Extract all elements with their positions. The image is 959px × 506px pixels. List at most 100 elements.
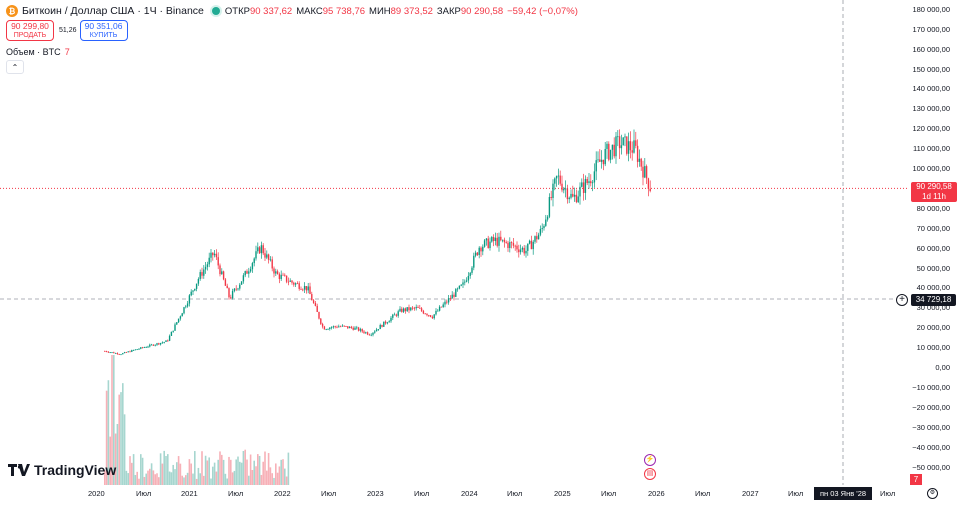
tradingview-logo[interactable]: TradingView — [8, 462, 116, 478]
time-tick-label: 2026 — [648, 489, 665, 498]
us-flag-event-icon[interactable]: ▤ — [644, 468, 656, 480]
symbol-title[interactable]: Биткоин / Доллар США · 1Ч · Binance — [22, 5, 204, 17]
sell-price: 90 299,80 — [11, 20, 49, 31]
volume-bar — [165, 456, 167, 485]
candle-body — [354, 327, 356, 330]
price-tick-label: 160 000,00 — [912, 44, 950, 54]
candle-body — [447, 298, 450, 303]
price-tick-label: 120 000,00 — [912, 124, 950, 134]
candle-body — [512, 242, 515, 246]
volume-bar — [244, 449, 246, 485]
candle-body — [291, 280, 293, 283]
candle-body — [617, 136, 619, 138]
candle-body — [543, 225, 545, 229]
price-tick-label: 60 000,00 — [916, 243, 950, 253]
volume-bar — [195, 478, 198, 485]
volume-legend[interactable]: Объем · BTC 7 — [6, 47, 70, 57]
candle-body — [230, 297, 232, 299]
volume-bar — [163, 450, 165, 485]
volume-bar — [285, 476, 288, 485]
candle-body — [480, 247, 482, 252]
candle-body — [271, 259, 273, 269]
candle-body — [140, 347, 142, 349]
candle-body — [307, 286, 309, 291]
candle-body — [240, 281, 243, 285]
candle-body — [114, 353, 117, 354]
sell-button[interactable]: 90 299,80 ПРОДАТЬ — [6, 20, 54, 41]
candle-body — [208, 257, 210, 265]
gear-icon[interactable]: ⚙ — [927, 488, 938, 499]
candle-body — [595, 160, 597, 172]
candle-body — [530, 240, 533, 250]
price-tick-label: 110 000,00 — [913, 144, 950, 154]
candle-body — [323, 326, 326, 330]
candle-body — [111, 352, 113, 354]
candle-body — [579, 186, 581, 197]
chevron-up-icon[interactable]: ⌃ — [6, 60, 24, 74]
candle-body — [458, 285, 461, 289]
volume-bar — [199, 473, 201, 485]
candle-body — [460, 284, 462, 286]
candle-body — [154, 344, 156, 346]
lightning-event-icon[interactable]: ⚡ — [644, 454, 656, 466]
candle-body — [260, 245, 263, 254]
volume-bar — [235, 459, 237, 485]
candle-body — [334, 326, 336, 328]
candle-body — [410, 307, 412, 311]
price-tick-label: 10 000,00 — [916, 343, 950, 353]
close-label: ЗАКР — [436, 5, 461, 17]
candle-body — [469, 272, 471, 276]
candle-body — [244, 271, 246, 276]
candle-body — [118, 354, 120, 355]
symbol-legend[interactable]: ₿ Биткоин / Доллар США · 1Ч · Binance ОТ… — [6, 4, 582, 18]
candle-body — [285, 275, 288, 282]
candle-body — [404, 308, 407, 312]
buy-button[interactable]: 90 351,06 КУПИТЬ — [79, 20, 128, 41]
candle-body — [431, 316, 434, 319]
candle-body — [332, 326, 335, 328]
candle-body — [422, 310, 425, 314]
candle-body — [105, 351, 108, 352]
candle-body — [347, 326, 349, 329]
volume-bar — [197, 467, 200, 485]
candle-body — [309, 286, 311, 295]
candle-body — [638, 158, 641, 162]
candle-body — [489, 241, 491, 249]
candle-body — [388, 321, 390, 323]
candle-body — [552, 183, 554, 198]
time-tick-label: Июл — [880, 489, 896, 498]
volume-bar — [113, 355, 115, 485]
candle-body — [437, 310, 439, 312]
volume-bar — [287, 452, 290, 485]
candle-body — [473, 255, 475, 268]
candle-body — [406, 307, 408, 312]
price-tick-label: 170 000,00 — [912, 24, 950, 34]
candle-body — [221, 271, 223, 275]
candle-body — [550, 197, 552, 198]
time-tick-label: Июл — [507, 489, 523, 498]
candle-body — [150, 344, 153, 346]
volume-bar — [269, 467, 272, 485]
candle-body — [402, 308, 405, 312]
candle-body — [640, 158, 642, 167]
candle-body — [357, 327, 360, 331]
candle-body — [356, 327, 358, 329]
candle-body — [408, 307, 410, 311]
volume-bar — [257, 454, 259, 485]
volume-bar — [248, 475, 250, 485]
candle-body — [582, 182, 585, 193]
countdown-value: 1d 11h — [922, 192, 946, 202]
market-status-icon[interactable] — [211, 7, 220, 15]
candle-body — [609, 149, 612, 160]
candle-body — [395, 314, 398, 316]
candle-body — [192, 290, 194, 292]
add-alert-plus-icon[interactable]: + — [896, 294, 908, 306]
volume-bar — [105, 390, 108, 485]
trade-buttons: 90 299,80 ПРОДАТЬ 51,26 90 351,06 КУПИТЬ — [6, 20, 128, 41]
candle-body — [433, 314, 435, 319]
candle-body — [492, 237, 495, 241]
candle-body — [435, 310, 437, 315]
candle-body — [453, 294, 455, 297]
